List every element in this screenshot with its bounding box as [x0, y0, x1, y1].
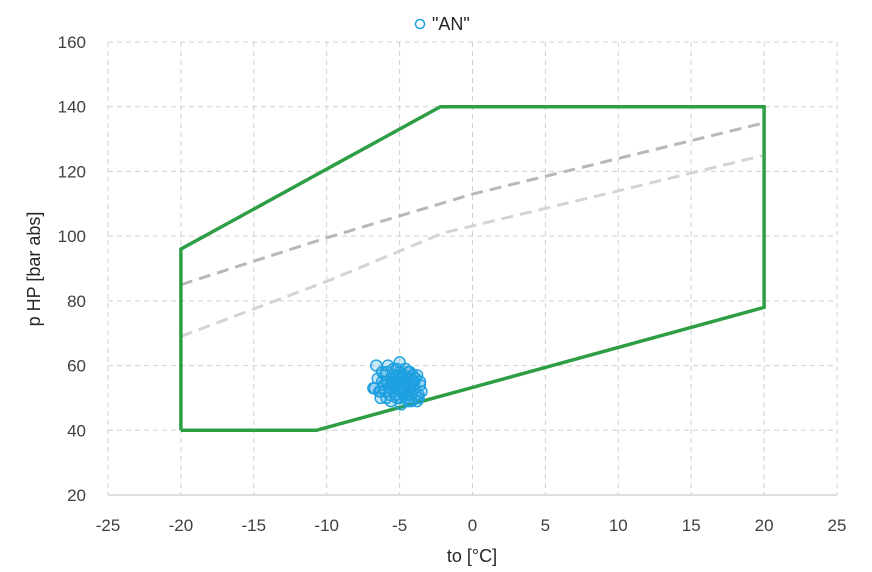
dashed-lines-layer: [180, 121, 765, 338]
y-tick-label: 20: [67, 486, 86, 505]
dashed-line-lower: [180, 153, 765, 338]
legend: "AN": [414, 14, 470, 34]
y-tick-label: 140: [58, 98, 86, 117]
y-tick-label: 40: [67, 421, 86, 440]
scatter-point: [374, 385, 387, 398]
scatter-point: [396, 385, 409, 398]
y-tick-label: 120: [58, 162, 86, 181]
scatter-point: [387, 362, 400, 376]
y-tick-label: 80: [67, 292, 86, 311]
x-tick-labels: -25 -20 -15 -10 -5 0 5 10 15 20 25: [96, 516, 847, 535]
y-tick-labels: 20 40 60 80 100 120 140 160: [58, 33, 86, 505]
scatter-point: [378, 369, 392, 382]
y-tick-label: 60: [67, 357, 86, 376]
scatter-point: [384, 378, 398, 392]
scatter-point: [368, 382, 382, 395]
scatter-point: [413, 375, 427, 388]
x-tick-label: 15: [682, 516, 701, 535]
x-axis-title: to [°C]: [447, 546, 497, 566]
y-tick-label: 100: [58, 227, 86, 246]
legend-label-an: "AN": [432, 14, 470, 34]
x-tick-label: -10: [314, 516, 339, 535]
x-tick-label: 20: [755, 516, 774, 535]
operating-envelope-line: [179, 104, 766, 433]
legend-marker-an: [414, 18, 426, 30]
scatter-point: [402, 394, 415, 408]
grid-layer: [107, 41, 838, 496]
x-tick-label: -25: [96, 516, 121, 535]
x-tick-label: 25: [828, 516, 847, 535]
x-tick-label: -5: [392, 516, 407, 535]
x-tick-label: 0: [468, 516, 477, 535]
x-tick-label: -20: [169, 516, 194, 535]
y-axis-title: p HP [bar abs]: [24, 212, 44, 327]
x-tick-label: -15: [242, 516, 267, 535]
scatter-point: [387, 378, 400, 392]
y-tick-label: 160: [58, 33, 86, 52]
x-tick-label: 5: [541, 516, 550, 535]
scatter-point: [370, 359, 383, 372]
dashed-line-upper: [180, 121, 765, 287]
envelope-layer: [179, 104, 766, 433]
x-tick-label: 10: [609, 516, 628, 535]
scatter-layer: [367, 356, 428, 411]
